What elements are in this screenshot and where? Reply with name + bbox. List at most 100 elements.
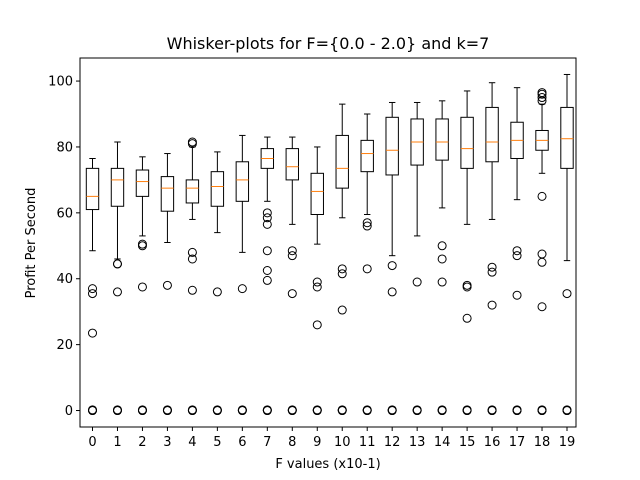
box [360,139,374,173]
x-tick-label: 10 [334,435,351,450]
outlier-point [512,251,522,261]
outlier-point [187,285,197,295]
outlier-point [287,406,297,416]
x-tick-label: 2 [138,435,146,450]
x-tick-label: 18 [534,435,551,450]
x-tick-label: 4 [188,435,196,450]
outlier-point [387,261,397,271]
box [185,179,200,204]
x-tick-label: 7 [263,435,271,450]
box-group-14 [435,100,449,416]
outlier-point [362,264,372,274]
x-tick-label: 6 [238,435,246,450]
outlier-point [212,287,222,297]
box [310,172,324,215]
y-tick-label: 100 [48,75,73,90]
box-group-1 [110,141,125,416]
outlier-point [512,290,522,300]
outlier-point [362,406,372,416]
outlier-point [487,262,497,272]
axes-frame [79,57,577,428]
box [85,167,100,211]
outlier-point [262,246,272,256]
x-tick-label: 0 [88,435,96,450]
outlier-point [187,139,197,149]
box [285,148,299,181]
outlier-point [187,254,197,264]
box [560,106,574,169]
box-group-15 [460,90,474,416]
y-axis-label: Profit Per Second [24,188,39,299]
x-tick-label: 1 [113,435,121,450]
outlier-point [262,213,272,223]
outlier-point [512,406,522,416]
outlier-point [562,289,572,299]
outlier-point [262,275,272,285]
box-group-16 [485,82,499,416]
outlier-point [437,254,447,264]
box-group-7 [260,136,275,416]
outlier-point [437,406,447,416]
outlier-point [237,284,247,294]
outlier-point [112,259,122,269]
outlier-point [337,264,347,274]
box-group-5 [210,151,225,416]
x-tick-label: 8 [288,435,296,450]
outlier-point [88,289,97,299]
outlier-point [487,406,497,416]
box-group-2 [135,156,150,416]
x-tick-label: 16 [484,435,501,450]
box-group-9 [310,146,324,416]
outlier-point [312,282,322,292]
outlier-point [537,96,547,106]
x-tick-label: 17 [509,435,526,450]
outlier-point [362,218,372,228]
outlier-point [88,284,97,294]
outlier-point [137,406,147,416]
outlier-point [237,406,247,416]
outlier-point [437,241,447,251]
outlier-point [537,302,547,312]
outlier-point [537,257,547,267]
outlier-point [362,221,372,231]
plot-area [85,73,574,416]
box-group-11 [360,113,374,416]
box [210,171,225,207]
outlier-point [462,313,472,323]
y-tick-label: 0 [65,404,73,419]
outlier-point [312,277,322,287]
outlier-point [512,246,522,256]
outlier-point [462,406,472,416]
box [385,116,399,176]
outlier-point [337,269,347,279]
outlier-point [412,277,422,287]
outlier-point [537,89,547,99]
x-tick-label: 3 [163,435,171,450]
y-tick-label: 60 [56,206,73,221]
box-group-18 [535,88,549,416]
x-tick-label: 13 [409,435,426,450]
outlier-point [187,247,197,257]
outlier-point [287,289,297,299]
box-group-12 [385,101,399,416]
outlier-point [387,406,397,416]
box [110,167,125,207]
outlier-point [162,280,172,290]
box-group-8 [285,136,299,416]
y-tick-label: 40 [56,272,73,287]
outlier-point [262,266,272,276]
outlier-point [562,406,572,416]
outlier-point [537,191,547,201]
box [160,176,175,212]
box-group-4 [185,137,200,416]
outlier-point [487,300,497,310]
outlier-point [387,287,397,297]
outlier-point [537,93,547,103]
outlier-point [287,251,297,261]
box [435,118,449,161]
x-tick-label: 19 [559,435,576,450]
outlier-point [412,406,422,416]
outlier-point [88,406,97,416]
outlier-point [212,406,222,416]
